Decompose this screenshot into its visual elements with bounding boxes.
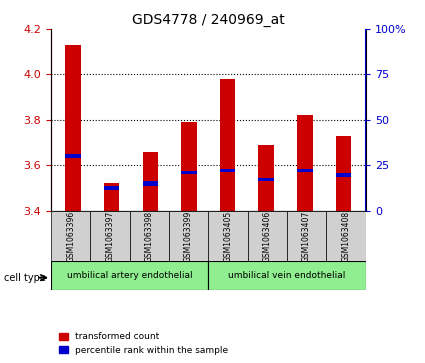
Bar xyxy=(297,168,312,172)
Bar xyxy=(104,183,119,211)
Bar xyxy=(258,178,274,181)
FancyBboxPatch shape xyxy=(247,211,287,261)
Bar xyxy=(297,115,312,211)
Legend: transformed count, percentile rank within the sample: transformed count, percentile rank withi… xyxy=(56,329,232,359)
Bar xyxy=(336,136,351,211)
Bar xyxy=(142,151,158,211)
FancyBboxPatch shape xyxy=(90,211,130,261)
Bar xyxy=(220,79,235,211)
Bar xyxy=(220,168,235,172)
FancyBboxPatch shape xyxy=(208,261,366,290)
Bar xyxy=(142,181,158,185)
Text: umbilical artery endothelial: umbilical artery endothelial xyxy=(67,272,193,280)
Bar xyxy=(181,122,197,211)
Text: GSM1063396: GSM1063396 xyxy=(66,210,75,262)
Text: cell type: cell type xyxy=(4,273,46,283)
FancyBboxPatch shape xyxy=(51,261,208,290)
Bar xyxy=(181,171,197,174)
Text: GSM1063405: GSM1063405 xyxy=(224,210,232,262)
Bar xyxy=(104,185,119,190)
FancyBboxPatch shape xyxy=(208,211,247,261)
Text: GSM1063408: GSM1063408 xyxy=(341,211,350,261)
Text: GSM1063406: GSM1063406 xyxy=(263,210,272,262)
Text: GSM1063398: GSM1063398 xyxy=(145,211,154,261)
FancyBboxPatch shape xyxy=(169,211,208,261)
Bar xyxy=(336,173,351,176)
Text: umbilical vein endothelial: umbilical vein endothelial xyxy=(228,272,346,280)
FancyBboxPatch shape xyxy=(130,211,169,261)
Bar xyxy=(65,154,81,158)
Bar xyxy=(65,45,81,211)
FancyBboxPatch shape xyxy=(326,211,366,261)
Text: GSM1063399: GSM1063399 xyxy=(184,210,193,262)
Text: GSM1063397: GSM1063397 xyxy=(105,210,114,262)
Bar xyxy=(258,145,274,211)
FancyBboxPatch shape xyxy=(287,211,326,261)
FancyBboxPatch shape xyxy=(51,211,90,261)
Text: GSM1063407: GSM1063407 xyxy=(302,210,311,262)
Title: GDS4778 / 240969_at: GDS4778 / 240969_at xyxy=(132,13,285,26)
